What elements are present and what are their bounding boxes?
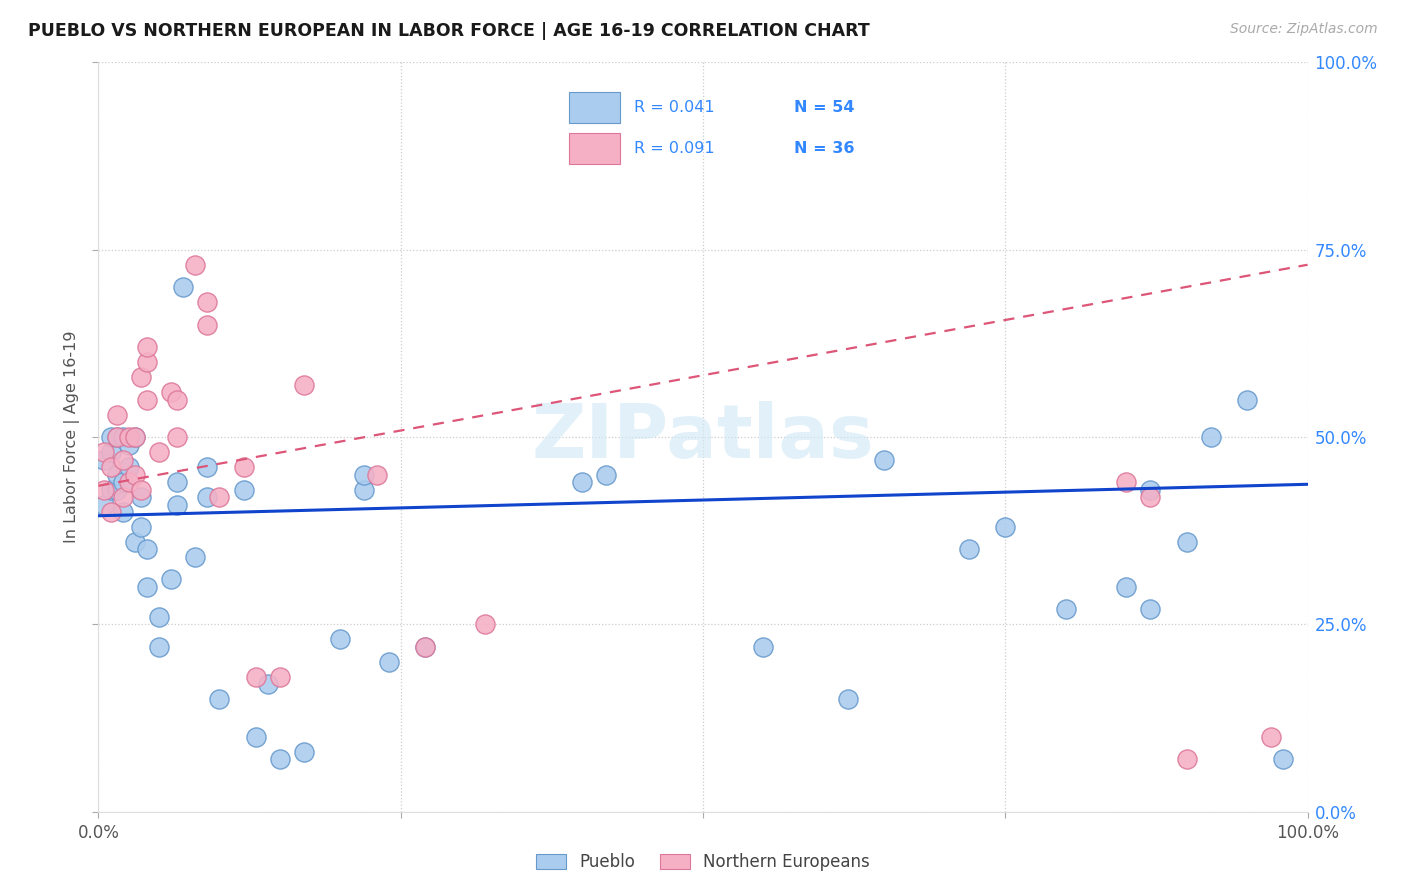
Point — [195, 295, 218, 310]
Text: PUEBLO VS NORTHERN EUROPEAN IN LABOR FORCE | AGE 16-19 CORRELATION CHART: PUEBLO VS NORTHERN EUROPEAN IN LABOR FOR… — [28, 22, 870, 40]
Y-axis label: In Labor Force | Age 16-19: In Labor Force | Age 16-19 — [65, 331, 80, 543]
Point — [873, 452, 896, 467]
Point — [353, 483, 375, 497]
Point — [232, 483, 254, 497]
Point — [100, 483, 122, 497]
Point — [118, 437, 141, 451]
Point — [292, 745, 315, 759]
Point — [166, 392, 188, 407]
Point — [994, 520, 1017, 534]
Point — [1054, 602, 1077, 616]
Point — [269, 752, 291, 766]
Point — [124, 535, 146, 549]
Point — [100, 445, 122, 459]
Point — [129, 490, 152, 504]
Point — [124, 430, 146, 444]
Point — [111, 430, 134, 444]
Point — [571, 475, 593, 489]
Point — [105, 483, 128, 497]
Point — [148, 610, 170, 624]
Point — [111, 475, 134, 489]
Text: ZIPatlas: ZIPatlas — [531, 401, 875, 474]
Point — [105, 467, 128, 482]
Point — [111, 452, 134, 467]
Point — [957, 542, 980, 557]
Point — [135, 392, 157, 407]
Point — [129, 520, 152, 534]
Point — [118, 475, 141, 489]
Point — [184, 549, 207, 564]
Point — [413, 640, 436, 654]
Point — [245, 730, 267, 744]
Point — [595, 467, 617, 482]
Text: Source: ZipAtlas.com: Source: ZipAtlas.com — [1230, 22, 1378, 37]
Point — [1199, 430, 1222, 444]
Point — [135, 355, 157, 369]
Point — [93, 498, 115, 512]
Point — [1175, 752, 1198, 766]
Point — [208, 692, 231, 706]
Point — [148, 640, 170, 654]
Point — [93, 483, 115, 497]
Point — [105, 408, 128, 422]
Point — [195, 490, 218, 504]
Point — [148, 445, 170, 459]
Point — [105, 430, 128, 444]
Point — [160, 573, 183, 587]
Point — [1139, 602, 1161, 616]
Point — [195, 460, 218, 475]
Point — [474, 617, 496, 632]
Point — [172, 280, 194, 294]
Legend: Pueblo, Northern Europeans: Pueblo, Northern Europeans — [527, 845, 879, 880]
Point — [1260, 730, 1282, 744]
Point — [245, 670, 267, 684]
Point — [160, 385, 183, 400]
Point — [353, 467, 375, 482]
Point — [124, 467, 146, 482]
Point — [232, 460, 254, 475]
Point — [1236, 392, 1258, 407]
Point — [195, 318, 218, 332]
Point — [366, 467, 388, 482]
Point — [837, 692, 859, 706]
Point — [1115, 580, 1137, 594]
Point — [184, 258, 207, 272]
Point — [256, 677, 278, 691]
Point — [93, 445, 115, 459]
Point — [129, 483, 152, 497]
Point — [1272, 752, 1295, 766]
Point — [135, 580, 157, 594]
Point — [118, 430, 141, 444]
Point — [1115, 475, 1137, 489]
Point — [166, 430, 188, 444]
Point — [208, 490, 231, 504]
Point — [111, 490, 134, 504]
Point — [413, 640, 436, 654]
Point — [135, 542, 157, 557]
Point — [124, 430, 146, 444]
Point — [377, 655, 399, 669]
Point — [1139, 490, 1161, 504]
Point — [269, 670, 291, 684]
Point — [329, 632, 352, 647]
Point — [166, 475, 188, 489]
Point — [93, 452, 115, 467]
Point — [118, 460, 141, 475]
Point — [135, 340, 157, 354]
Point — [100, 505, 122, 519]
Point — [100, 460, 122, 475]
Point — [292, 377, 315, 392]
Point — [166, 498, 188, 512]
Point — [752, 640, 775, 654]
Point — [1139, 483, 1161, 497]
Point — [100, 430, 122, 444]
Point — [105, 430, 128, 444]
Point — [111, 505, 134, 519]
Point — [1175, 535, 1198, 549]
Point — [129, 370, 152, 384]
